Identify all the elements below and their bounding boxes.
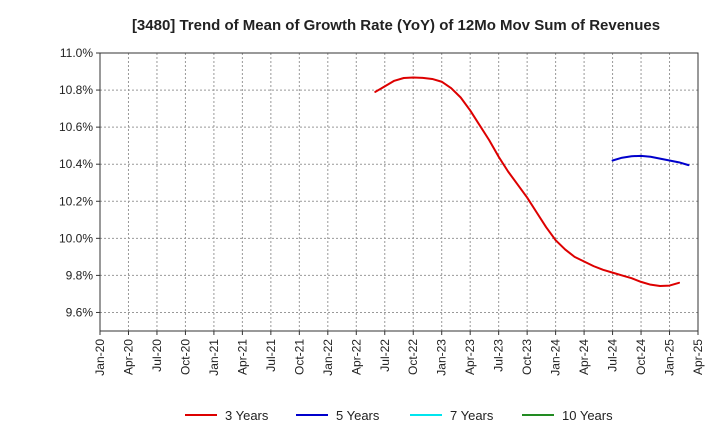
y-tick-label: 11.0% [60,46,93,60]
x-tick-label: Apr-20 [121,339,135,375]
x-tick-label: Jan-24 [549,339,563,376]
x-tick-label: Oct-21 [292,339,306,375]
x-tick-label: Jan-21 [207,339,221,376]
x-tick-label: Jul-24 [606,339,620,372]
y-tick-label: 9.6% [66,305,94,319]
y-tick-label: 10.2% [59,194,93,208]
x-tick-label: Jan-20 [93,339,107,376]
series-line-5-years [611,154,690,167]
y-tick-label: 9.8% [66,268,94,282]
x-tick-label: Apr-25 [691,339,705,375]
x-tick-label: Jan-25 [663,339,677,376]
x-tick-label: Jul-23 [492,339,506,372]
x-tick-label: Jan-23 [435,339,449,376]
series-line-3-years [374,76,681,287]
legend-label-7-years: 7 Years [450,408,494,423]
x-tick-label: Apr-23 [463,339,477,375]
x-tick-label: Oct-23 [520,339,534,375]
x-tick-label: Apr-21 [235,339,249,375]
plot-area [100,53,698,331]
y-tick-label: 10.6% [59,120,93,134]
x-tick-label: Jul-21 [264,339,278,372]
x-tick-label: Oct-20 [178,339,192,375]
y-tick-label: 10.4% [59,157,93,171]
x-tick-label: Jan-22 [321,339,335,376]
x-tick-label: Jul-22 [378,339,392,372]
x-tick-label: Apr-24 [577,339,591,375]
x-tick-label: Oct-24 [634,339,648,375]
x-tick-label: Apr-22 [349,339,363,375]
legend-label-3-years: 3 Years [225,408,269,423]
legend-label-10-years: 10 Years [562,408,613,423]
legend-label-5-years: 5 Years [336,408,380,423]
x-tick-label: Jul-20 [150,339,164,372]
x-tick-label: Oct-22 [406,339,420,375]
y-tick-label: 10.0% [59,231,93,245]
plot-border [99,52,699,332]
y-tick-label: 10.8% [59,83,93,97]
chart-title: [3480] Trend of Mean of Growth Rate (YoY… [132,17,660,34]
